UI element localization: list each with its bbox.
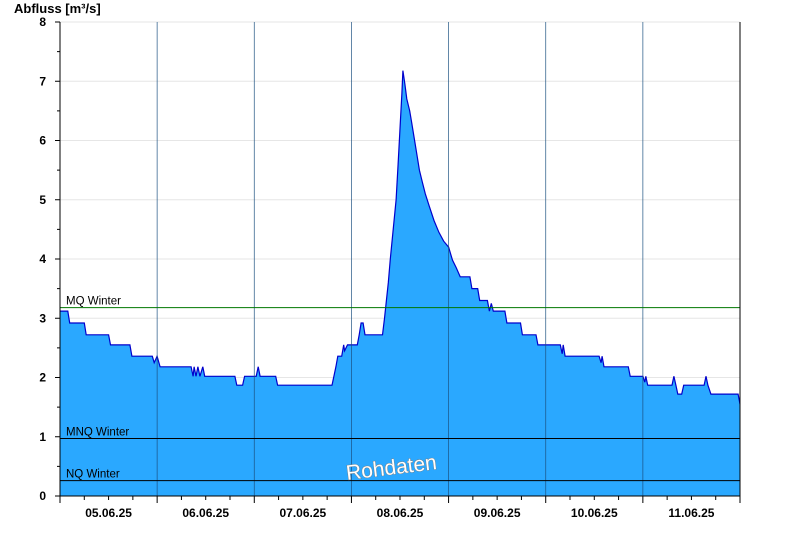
x-tick-label-3: 08.06.25 [377, 506, 424, 520]
x-tick-label-5: 10.06.25 [571, 506, 618, 520]
y-tick-label-8: 8 [39, 15, 46, 29]
discharge-series [60, 70, 741, 496]
reference-lines: MQ Winter MNQ Winter NQ Winter [60, 296, 740, 482]
y-tick-label-2: 2 [39, 371, 46, 385]
y-axis-label: Abfluss [m³/s] [14, 1, 101, 16]
y-tick-label-7: 7 [39, 74, 46, 88]
y-tick-label-4: 4 [39, 252, 46, 266]
x-tick-label-0: 05.06.25 [85, 506, 132, 520]
reference-label-1: MNQ Winter [66, 427, 129, 439]
reference-label-0: MQ Winter [66, 296, 121, 308]
x-tick-label-6: 11.06.25 [668, 506, 714, 520]
discharge-area [60, 70, 740, 496]
y-tick-label-1: 1 [39, 430, 46, 444]
y-tick-labels: 0 1 2 3 4 5 6 7 8 [39, 15, 46, 503]
x-tick-label-4: 09.06.25 [474, 506, 521, 520]
axes [55, 21, 741, 503]
reference-label-2: NQ Winter [66, 469, 120, 481]
y-tick-label-6: 6 [39, 134, 46, 148]
day-separator-lines [156, 22, 644, 496]
y-tick-label-5: 5 [39, 193, 46, 207]
y-tick-label-3: 3 [39, 311, 46, 325]
discharge-line [60, 70, 741, 405]
x-tick-labels: 05.06.25 06.06.25 07.06.25 08.06.25 09.06.25… [85, 506, 715, 520]
y-tick-label-0: 0 [39, 489, 46, 503]
x-tick-label-1: 06.06.25 [182, 506, 229, 520]
x-tick-label-2: 07.06.25 [279, 506, 326, 520]
